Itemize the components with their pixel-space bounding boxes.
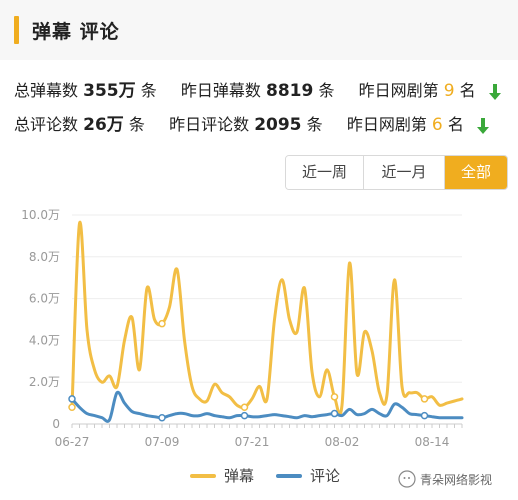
wechat-logo-icon — [398, 470, 416, 488]
comment-point-marker — [68, 395, 76, 403]
watermark: 青朵网络影视 — [398, 470, 492, 488]
total-danmaku-value: 355万 — [83, 81, 136, 101]
danmaku-rank-label: 昨日网剧第 — [358, 81, 439, 100]
comment-series-line — [70, 390, 464, 423]
total-danmaku-label: 总弹幕数 — [14, 81, 79, 100]
danmaku-stats-row: 总弹幕数 355万 条 昨日弹幕数 8819 条 昨日网剧第 9 名 — [14, 76, 501, 101]
yesterday-danmaku-value: 8819 — [266, 81, 314, 101]
section-header: 弹幕 评论 — [0, 0, 518, 60]
danmaku-rank-unit: 名 — [459, 81, 476, 100]
total-comment-unit: 条 — [128, 115, 145, 134]
danmaku-comment-line-chart: 0 2.0万 4.0万 6.0万 8.0万 10.0万 06-27 07-09 07-21 08-… — [21, 208, 464, 449]
comment-point-marker — [158, 413, 166, 422]
y-tick-label: 10.0万 — [21, 208, 60, 222]
total-comment-value: 26万 — [83, 115, 124, 135]
danmaku-point-marker — [158, 319, 166, 328]
rank-down-arrow-icon — [488, 83, 501, 100]
rank-down-arrow-icon — [476, 117, 489, 134]
comment-rank-unit: 名 — [447, 115, 464, 134]
total-danmaku-unit: 条 — [140, 81, 157, 100]
section-title: 弹幕 评论 — [32, 21, 120, 43]
header-accent-bar — [14, 16, 19, 44]
x-tick-label: 08-14 — [415, 435, 450, 449]
x-tick-label: 07-09 — [145, 435, 180, 449]
y-tick-label: 0 — [52, 417, 60, 431]
danmaku-rank-value: 9 — [443, 81, 455, 101]
danmaku-series-line — [70, 220, 464, 416]
y-tick-label: 6.0万 — [29, 292, 60, 306]
yesterday-danmaku-unit: 条 — [318, 81, 335, 100]
comment-rank-value: 6 — [431, 115, 443, 135]
danmaku-point-marker — [420, 395, 429, 403]
x-tick-label: 08-02 — [325, 435, 360, 449]
chart-legend: 弹幕 评论 — [190, 465, 362, 486]
watermark-text: 青朵网络影视 — [420, 472, 493, 487]
time-range-selector: 近一周 近一月 全部 — [285, 155, 508, 190]
y-tick-label: 8.0万 — [29, 250, 60, 264]
range-month-button[interactable]: 近一月 — [364, 156, 445, 189]
yesterday-comment-unit: 条 — [306, 115, 323, 134]
yesterday-comment-value: 2095 — [254, 115, 302, 135]
comment-rank-label: 昨日网剧第 — [346, 115, 427, 134]
y-tick-label: 2.0万 — [29, 375, 60, 389]
comment-stats-row: 总评论数 26万 条 昨日评论数 2095 条 昨日网剧第 6 名 — [14, 110, 489, 135]
legend-item-danmaku[interactable]: 弹幕 — [190, 465, 254, 486]
legend-label-comments: 评论 — [310, 467, 341, 485]
legend-label-danmaku: 弹幕 — [224, 467, 255, 485]
x-tick-label: 07-21 — [235, 435, 270, 449]
legend-swatch-danmaku — [190, 473, 216, 478]
y-tick-label: 4.0万 — [29, 333, 60, 347]
comment-point-marker — [330, 409, 339, 418]
comment-point-marker — [420, 411, 429, 420]
range-week-button[interactable]: 近一周 — [286, 156, 364, 189]
comment-point-marker — [240, 411, 249, 420]
danmaku-point-marker — [330, 393, 339, 401]
legend-item-comments[interactable]: 评论 — [276, 465, 340, 486]
range-all-button[interactable]: 全部 — [445, 156, 507, 189]
danmaku-point-marker — [240, 403, 249, 412]
yesterday-danmaku-label: 昨日弹幕数 — [180, 81, 261, 100]
x-tick-label: 06-27 — [55, 435, 90, 449]
total-comment-label: 总评论数 — [14, 115, 79, 134]
danmaku-point-marker — [68, 403, 76, 412]
yesterday-comment-label: 昨日评论数 — [169, 115, 250, 134]
legend-swatch-comments — [276, 473, 303, 478]
